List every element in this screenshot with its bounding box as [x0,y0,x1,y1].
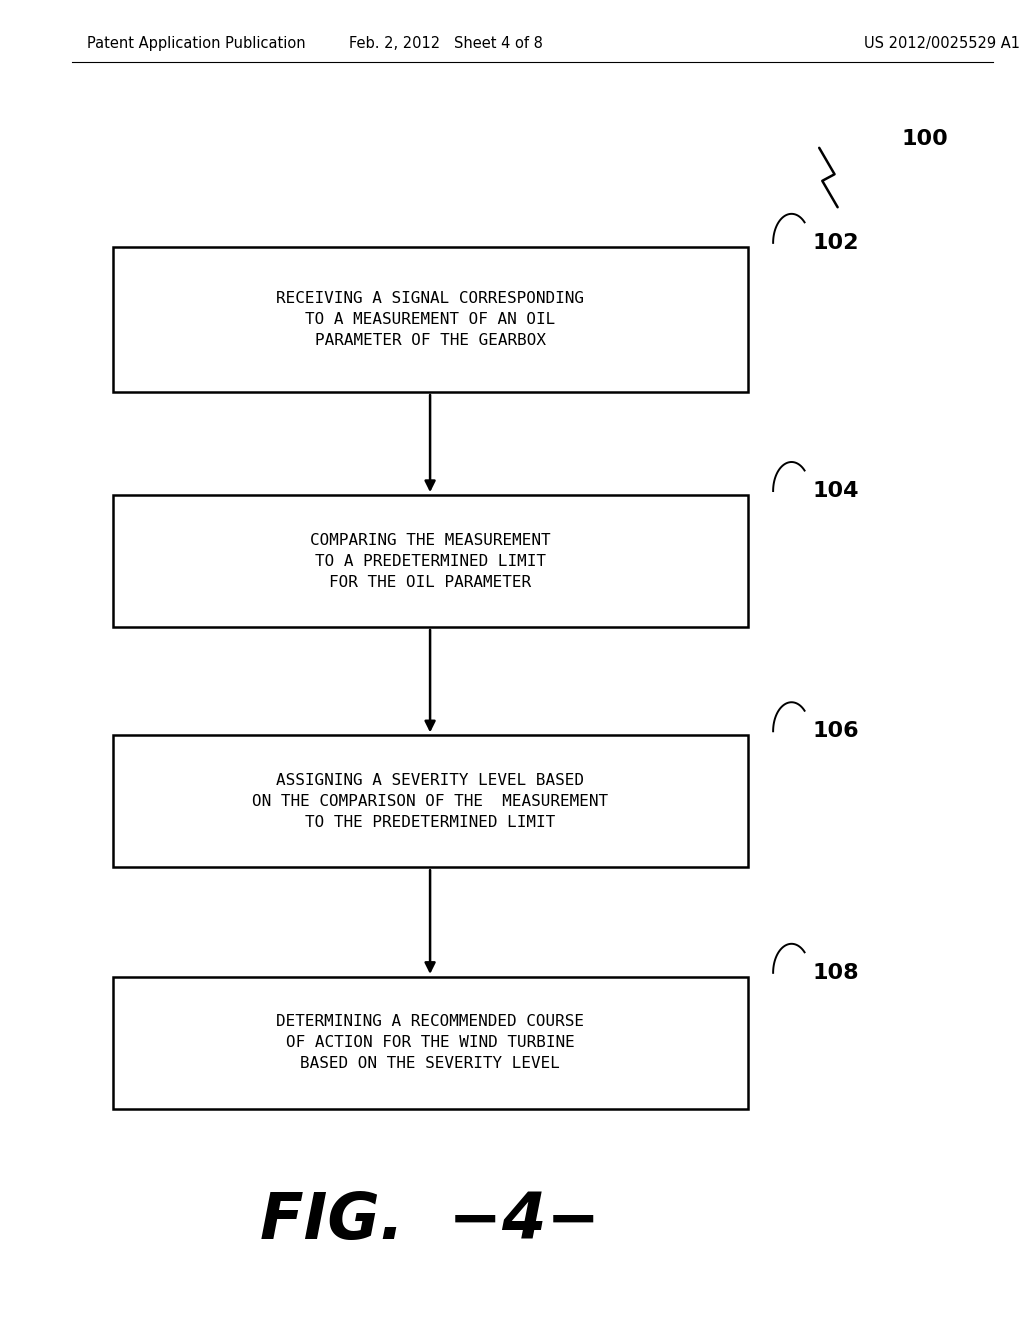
Text: Patent Application Publication: Patent Application Publication [87,36,306,51]
Text: 100: 100 [901,128,948,149]
Text: 104: 104 [812,480,858,502]
Text: ASSIGNING A SEVERITY LEVEL BASED
ON THE COMPARISON OF THE  MEASUREMENT
TO THE PR: ASSIGNING A SEVERITY LEVEL BASED ON THE … [252,772,608,830]
Text: DETERMINING A RECOMMENDED COURSE
OF ACTION FOR THE WIND TURBINE
BASED ON THE SEV: DETERMINING A RECOMMENDED COURSE OF ACTI… [276,1014,584,1072]
Bar [113,735,748,867]
Text: RECEIVING A SIGNAL CORRESPONDING
TO A MEASUREMENT OF AN OIL
PARAMETER OF THE GEA: RECEIVING A SIGNAL CORRESPONDING TO A ME… [276,290,584,348]
Bar [113,247,748,392]
Text: Feb. 2, 2012   Sheet 4 of 8: Feb. 2, 2012 Sheet 4 of 8 [348,36,543,51]
Text: 108: 108 [812,962,859,983]
Text: 106: 106 [812,721,859,742]
Text: US 2012/0025529 A1: US 2012/0025529 A1 [864,36,1020,51]
Text: 102: 102 [812,232,858,253]
Text: COMPARING THE MEASUREMENT
TO A PREDETERMINED LIMIT
FOR THE OIL PARAMETER: COMPARING THE MEASUREMENT TO A PREDETERM… [310,532,550,590]
Text: FIG.  −4−: FIG. −4− [260,1191,600,1251]
Bar [113,495,748,627]
Bar [113,977,748,1109]
